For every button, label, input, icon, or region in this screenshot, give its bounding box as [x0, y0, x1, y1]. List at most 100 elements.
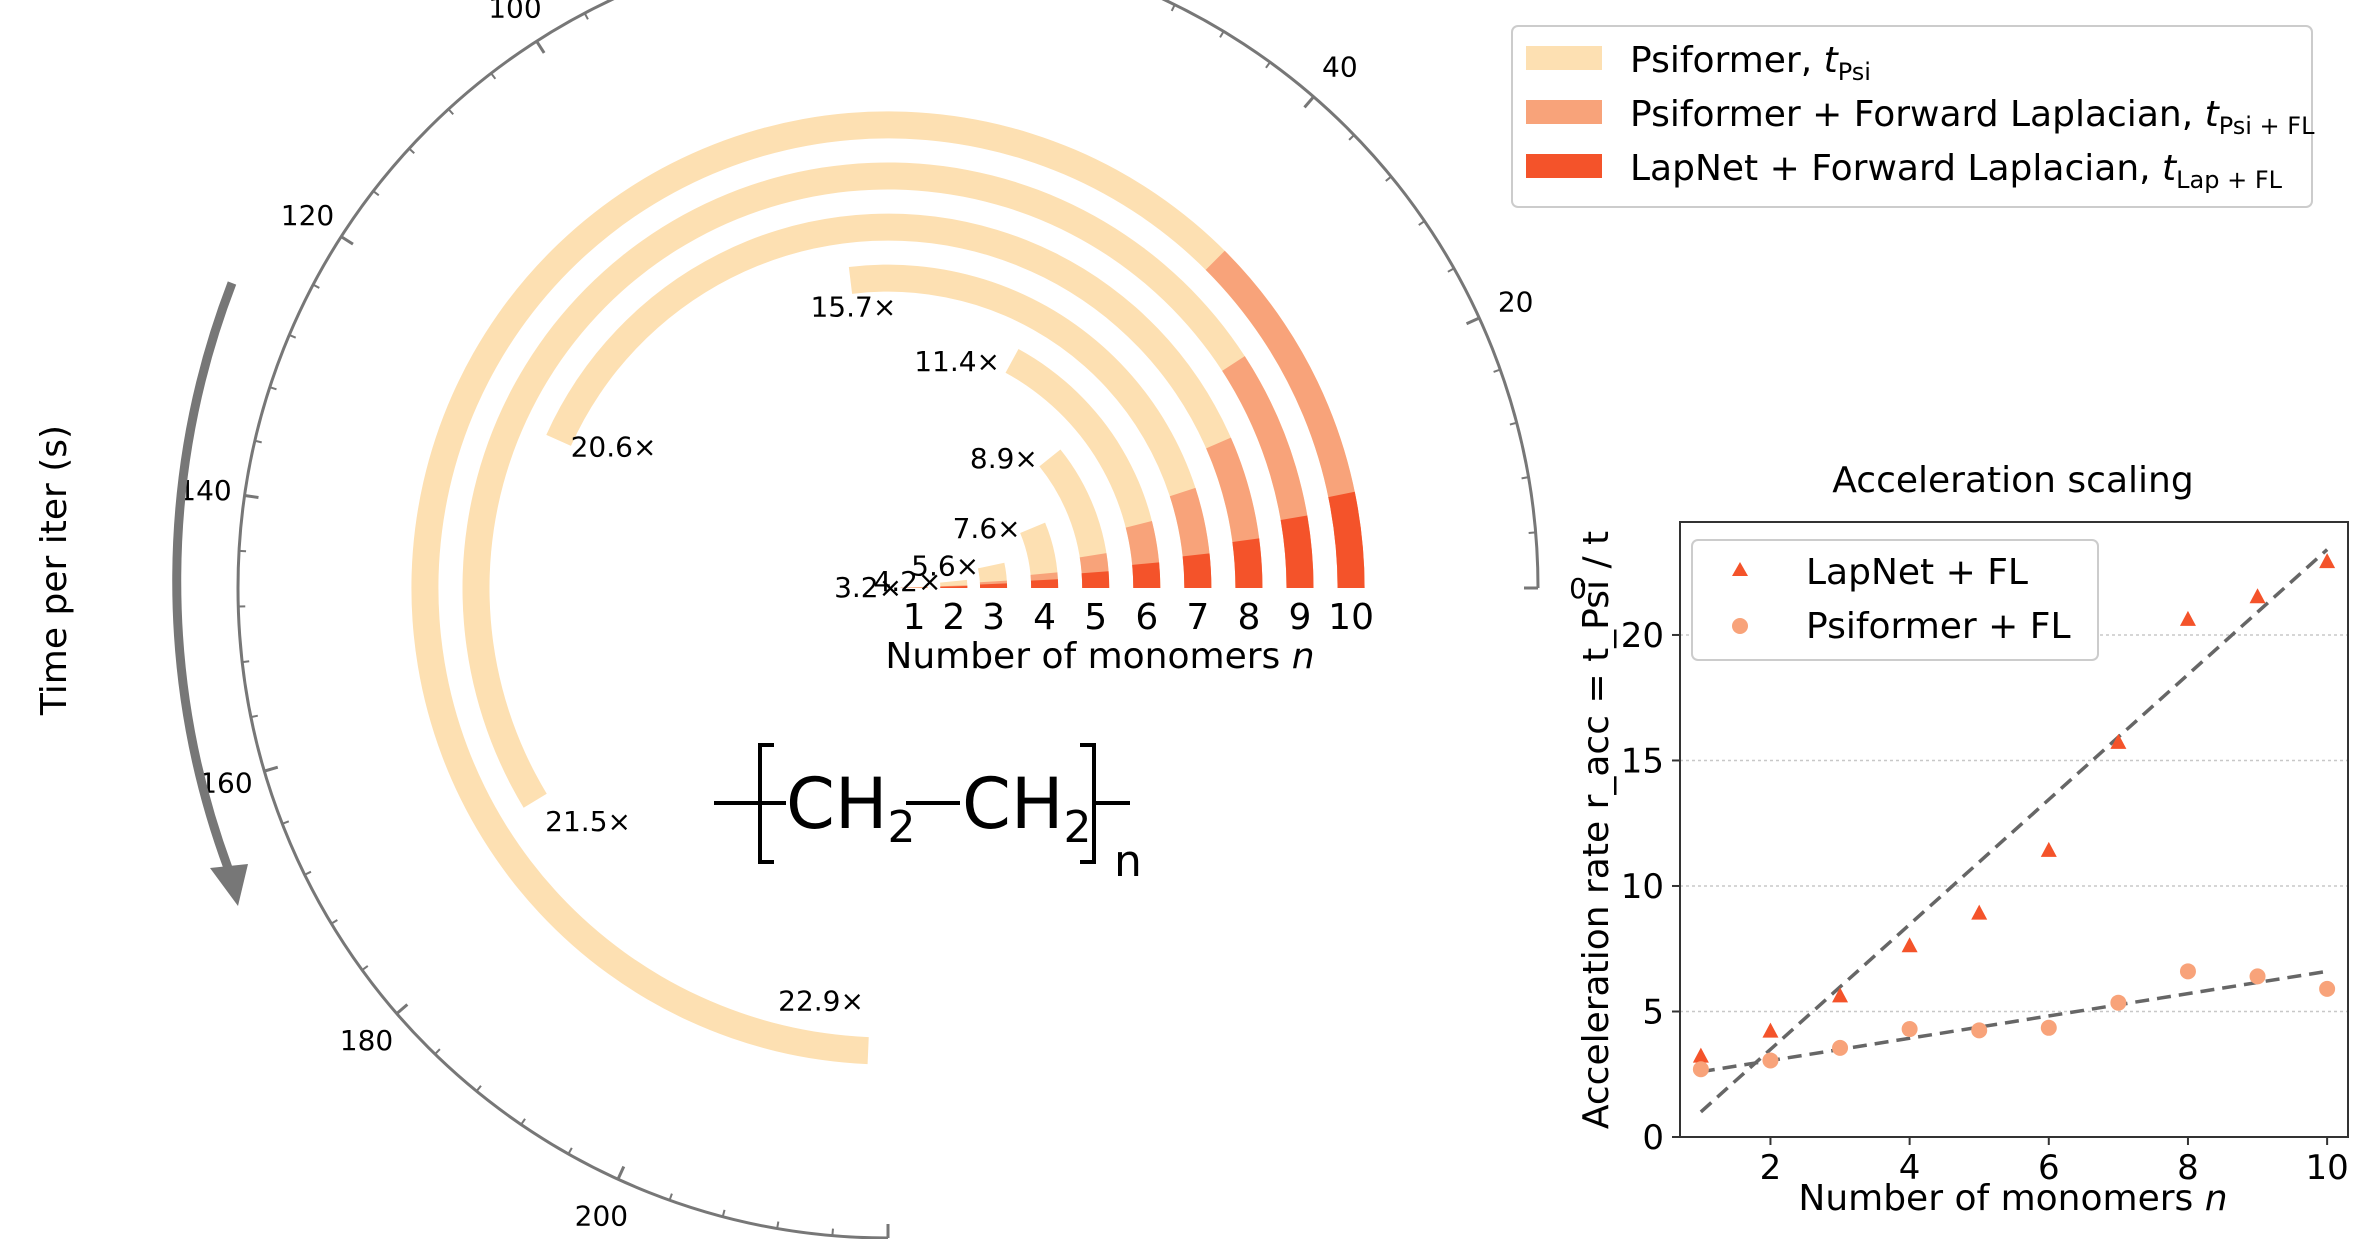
radial-category-label: 9 [1289, 597, 1312, 638]
bar-label: 22.9× [778, 985, 864, 1018]
legend-triangle-icon [1732, 562, 1748, 576]
bar-label: 21.5× [545, 805, 631, 838]
minor-tick [312, 283, 320, 289]
x-tick-label: 4 [1899, 1148, 1921, 1188]
minor-tick [1219, 30, 1225, 38]
radial-category-label: 2 [942, 597, 965, 638]
lapnet-point [1971, 904, 1988, 920]
radial-bar-lap-fl-10 [1328, 491, 1365, 588]
minor-tick [304, 870, 312, 876]
angular-axis-ticks: 020406080100120140160180200220 [178, 0, 1587, 1238]
angular-tick-label: 40 [1322, 51, 1358, 84]
formula-group-2: CH2 [962, 763, 1092, 853]
minor-tick [583, 12, 589, 20]
minor-tick [567, 1147, 573, 1155]
minor-tick [1418, 220, 1426, 226]
formula-repeat-index: n [1114, 836, 1142, 887]
minor-tick [490, 72, 497, 80]
radial-category-label: 3 [982, 597, 1005, 638]
y-tick-label: 0 [1642, 1118, 1664, 1158]
x-tick-label: 8 [2177, 1148, 2199, 1188]
y-tick-label: 15 [1621, 741, 1664, 781]
minor-tick [408, 147, 415, 154]
bar-label: 3.2× [834, 571, 902, 604]
radial-axis-label: Number of monomers n [885, 636, 1314, 677]
radial-category-label: 4 [1033, 597, 1056, 638]
major-tick [616, 1165, 626, 1180]
major-tick [244, 494, 259, 499]
psiformer-point [1692, 1061, 1709, 1078]
bar-label: 8.9× [970, 442, 1038, 475]
legend-label-psi-fl: Psiformer + Forward Laplacian, tPsi + FL [1630, 94, 2315, 140]
radial-bar-psi-5 [1039, 449, 1110, 588]
minor-tick [1521, 476, 1529, 480]
minor-tick [520, 1118, 526, 1126]
time-arrow-icon [172, 281, 237, 870]
bar-label: 5.6× [911, 550, 979, 583]
lapnet-point [2249, 588, 2266, 604]
minor-tick [361, 965, 369, 971]
angular-axis-line [236, 0, 1540, 1239]
minor-tick [447, 108, 454, 115]
major-tick [263, 765, 279, 773]
x-tick-label: 2 [1760, 1148, 1782, 1188]
minor-tick [1528, 531, 1536, 534]
legend-swatch-lap-fl [1526, 154, 1602, 178]
bar-label: 4.2× [873, 565, 941, 598]
legend-label-lap-fl: LapNet + Forward Laplacian, tLap + FL [1630, 148, 2283, 194]
minor-tick [1348, 134, 1355, 141]
legend-swatch-psi [1526, 46, 1602, 70]
major-tick [340, 235, 354, 246]
radial-category-label: 5 [1084, 597, 1107, 638]
bar-label: 11.4× [914, 345, 1000, 378]
minor-tick [330, 919, 338, 925]
scatter-legend-psiformer: Psiformer + FL [1806, 606, 2071, 647]
angular-tick-label: 120 [281, 199, 334, 232]
psiformer-point [1971, 1022, 1988, 1039]
polyethylene-formula: CH2 CH2 n [714, 743, 1142, 887]
psiformer-point [1832, 1039, 1849, 1056]
radial-bar-lap-fl-9 [1280, 515, 1314, 588]
radial-bar-lap-fl-3 [979, 583, 1008, 588]
radial-bar-lap-fl-5 [1081, 571, 1110, 588]
radial-category-labels: 1 2 3 4 5 6 7 8 9 10 [903, 597, 1374, 638]
minor-tick [372, 190, 380, 197]
minor-tick [1170, 4, 1176, 12]
minor-tick [668, 1193, 673, 1201]
psiformer-point [2110, 994, 2127, 1011]
minor-tick [1265, 61, 1271, 69]
fit-line-psiformer [1700, 969, 2328, 1074]
radial-bars [411, 111, 1365, 1065]
psiformer-point [2249, 968, 2266, 985]
minor-tick [269, 386, 277, 391]
y-tick-label: 10 [1621, 867, 1664, 907]
lapnet-point [2040, 841, 2057, 857]
bar-label: 7.6× [953, 512, 1021, 545]
scatter-axis-ticks: 2 4 6 8 10 0 5 10 15 20 [1621, 616, 2349, 1188]
lapnet-point [2179, 610, 2196, 626]
radial-category-label: 10 [1328, 597, 1374, 638]
minor-tick [831, 1228, 834, 1236]
scatter-legend-frame [1691, 539, 2099, 661]
legend-label-psi: Psiformer, tPsi [1630, 40, 1871, 86]
time-axis-title: Time per iter (s) [34, 425, 75, 716]
scatter-legend-lapnet: LapNet + FL [1806, 552, 2028, 593]
psiformer-point [2040, 1019, 2057, 1036]
formula-group-1: CH2 [786, 763, 916, 853]
minor-tick [250, 714, 259, 719]
minor-tick [1385, 175, 1392, 182]
minor-tick [1509, 421, 1517, 426]
legend-frame [1511, 25, 2313, 208]
radial-bar-lap-fl-2 [940, 586, 968, 588]
minor-tick [721, 1209, 726, 1217]
radial-bar-psi-4 [1020, 522, 1059, 588]
legend-swatch-psi-fl [1526, 100, 1602, 124]
scatter-legend: LapNet + FL Psiformer + FL [1691, 539, 2099, 661]
major-tick [1303, 95, 1315, 109]
lapnet-point [1901, 937, 1918, 953]
formula-left-bracket [758, 743, 774, 864]
acceleration-scatter-chart: Acceleration scaling 2 4 6 8 10 0 5 10 15 20 Numb… [1576, 460, 2349, 1219]
angular-tick-label: 180 [340, 1024, 393, 1057]
radial-category-label: 7 [1186, 597, 1209, 638]
